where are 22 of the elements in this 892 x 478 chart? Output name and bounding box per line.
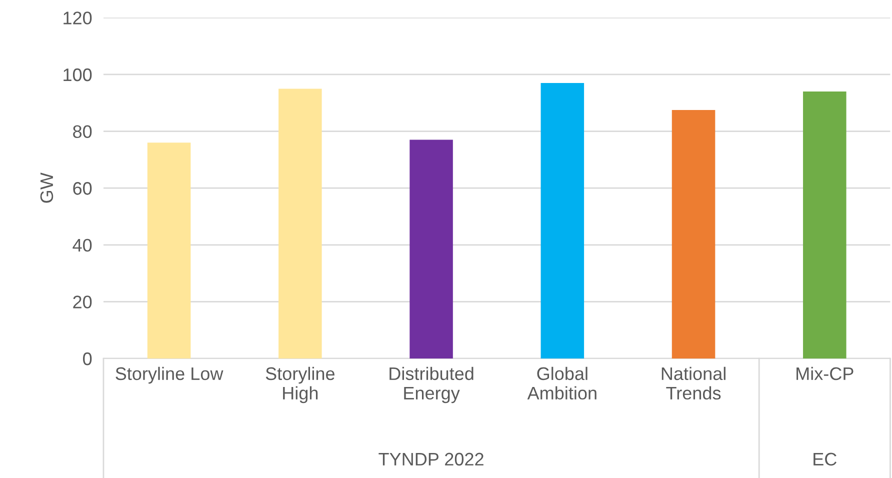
bar <box>540 83 584 358</box>
y-tick-label: 120 <box>64 12 92 24</box>
text: EC <box>814 452 837 466</box>
bar <box>278 88 322 358</box>
text: TYNDP 2022 <box>378 452 484 466</box>
x-tick-label: Storyline Low <box>116 366 224 384</box>
bar <box>410 140 453 358</box>
y-tick-label: 40 <box>72 238 92 252</box>
bar <box>147 142 191 358</box>
x-tick-label: Global Ambition <box>527 366 596 400</box>
y-tick-label: 0 <box>83 352 92 366</box>
x-tick-label: Storyline High <box>266 366 334 404</box>
x-tick-label: National Trends <box>662 366 726 400</box>
x-tick-label: Distributed Energy <box>390 366 474 404</box>
y-tick-label: 100 <box>64 68 92 82</box>
y-tick-label: 80 <box>73 125 92 138</box>
y-tick-label: 20 <box>73 296 92 308</box>
x-tick-label: Mix-CP <box>796 366 854 380</box>
bar <box>672 110 716 358</box>
y-tick-label: 60 <box>73 182 92 195</box>
bar <box>803 92 846 358</box>
y-axis-title: GW <box>40 172 54 203</box>
